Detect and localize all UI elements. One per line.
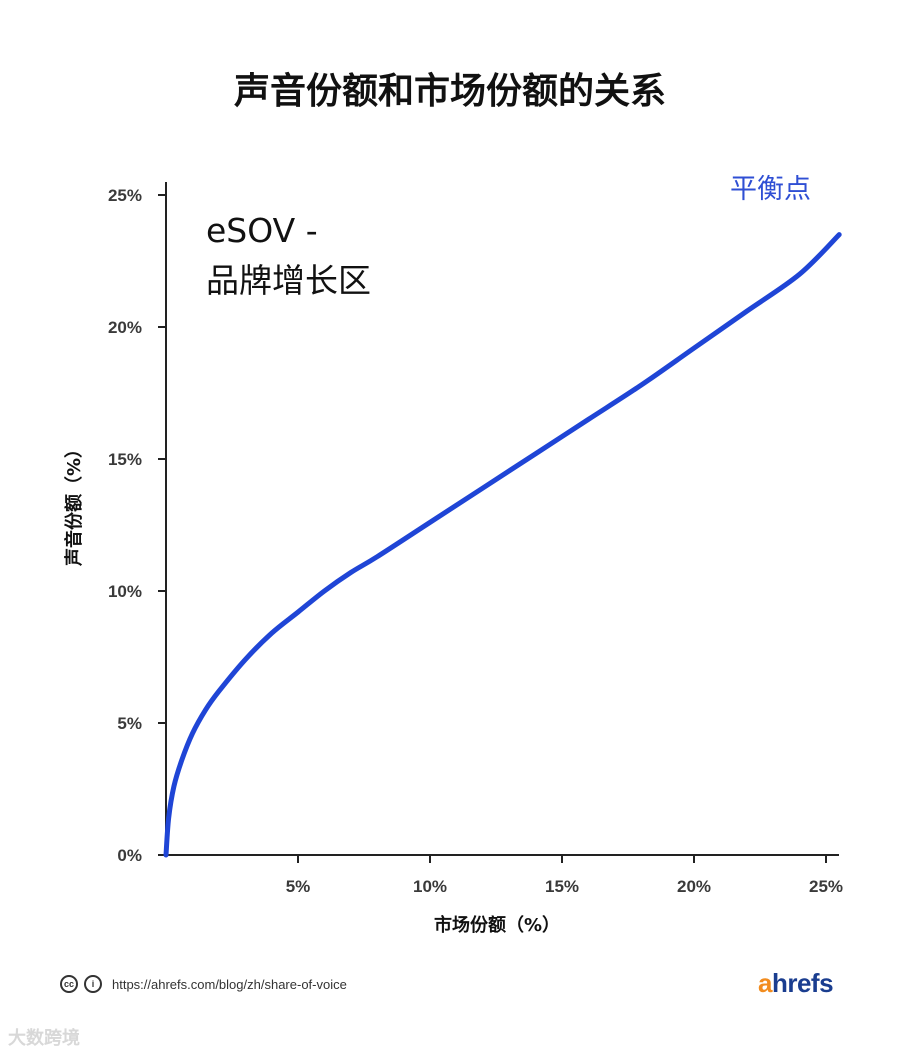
attribution-icon: i	[84, 975, 102, 993]
x-axis-title: 市场份额（%）	[434, 914, 560, 936]
axes	[165, 182, 839, 856]
y-tick-label: 5%	[117, 714, 142, 733]
y-tick-label: 15%	[108, 450, 142, 469]
chart-title: 声音份额和市场份额的关系	[233, 71, 666, 112]
annotation-line-2: 品牌增长区	[206, 261, 371, 300]
watermark: 大数跨境	[8, 1028, 80, 1049]
footer: cc i https://ahrefs.com/blog/zh/share-of…	[60, 975, 347, 993]
y-tick-label: 10%	[108, 582, 142, 601]
y-ticks: 0% 5% 10% 15% 20% 25%	[108, 186, 166, 865]
source-url[interactable]: https://ahrefs.com/blog/zh/share-of-voic…	[112, 976, 347, 992]
y-axis-title: 声音份额（%）	[63, 440, 85, 567]
x-tick-label: 10%	[413, 877, 447, 896]
creative-commons-icon: cc	[60, 975, 78, 993]
x-tick-label: 5%	[286, 877, 311, 896]
series-line	[163, 232, 842, 858]
x-ticks: 5% 10% 15% 20% 25%	[286, 855, 843, 896]
x-tick-label: 15%	[545, 877, 579, 896]
x-tick-label: 25%	[809, 877, 843, 896]
ahrefs-logo: ahrefs	[758, 968, 834, 998]
y-tick-label: 0%	[117, 846, 142, 865]
series-label: 平衡点	[730, 174, 811, 205]
y-tick-label: 25%	[108, 186, 142, 205]
x-tick-label: 20%	[677, 877, 711, 896]
y-tick-label: 20%	[108, 318, 142, 337]
annotation-line-1: eSOV -	[206, 211, 318, 250]
